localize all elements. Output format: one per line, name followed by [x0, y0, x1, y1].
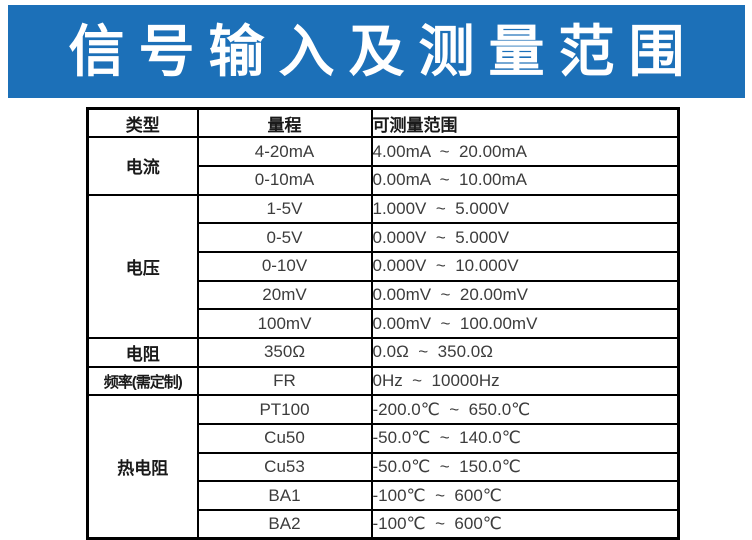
table-row: 100mV 0.00mV ~ 100.00mV	[88, 308, 680, 339]
column-header-type: 类型	[86, 107, 199, 139]
range-cell: FR	[196, 365, 373, 397]
range-cell: BA2	[196, 509, 373, 540]
table-row: 0-10V 0.000V ~ 10.000V	[88, 250, 680, 282]
range-cell: 1-5V	[196, 193, 373, 225]
table-row: Cu53 -50.0℃ ~ 150.0℃	[88, 451, 680, 483]
type-cell-current: 电流	[86, 136, 199, 196]
measure-cell: -200.0℃ ~ 650.0℃	[370, 394, 680, 426]
column-header-range: 量程	[196, 107, 373, 139]
header-row: 类型 量程 可测量范围	[86, 107, 680, 139]
type-cell-rtd: 热电阻	[86, 394, 199, 540]
range-cell: Cu53	[196, 451, 373, 483]
page-title: 信号输入及测量范围	[68, 19, 699, 83]
measure-cell: 1.000V ~ 5.000V	[370, 193, 680, 225]
range-cell: 20mV	[196, 279, 373, 311]
range-cell: 350Ω	[196, 337, 373, 368]
table-row: 热电阻 PT100 -200.0℃ ~ 650.0℃	[86, 394, 680, 540]
measure-cell: 0.00mV ~ 100.00mV	[370, 308, 680, 339]
column-header-measurable: 可测量范围	[370, 107, 680, 139]
measure-cell: -100℃ ~ 600℃	[370, 480, 680, 512]
table-row: 电流 4-20mA 4.00mA ~ 20.00mA	[86, 136, 680, 196]
table-row: 0-5V 0.000V ~ 5.000V	[88, 222, 680, 253]
type-cell-frequency: 频率(需定制)	[86, 365, 199, 397]
measure-cell: 0.00mV ~ 20.00mV	[370, 279, 680, 311]
range-cell: 0-10V	[196, 250, 373, 282]
range-cell: 0-10mA	[196, 164, 373, 196]
measure-cell: 4.00mA ~ 20.00mA	[370, 136, 680, 167]
type-cell-voltage: 电压	[86, 193, 199, 340]
table-row: 0-10mA 0.00mA ~ 10.00mA	[88, 164, 680, 196]
measure-cell: -50.0℃ ~ 150.0℃	[370, 451, 680, 483]
range-cell: 100mV	[196, 308, 373, 339]
table-row: BA2 -100℃ ~ 600℃	[88, 509, 680, 540]
measure-cell: 0.0Ω ~ 350.0Ω	[370, 337, 680, 368]
table-row: 电压 1-5V 1.000V ~ 5.000V	[86, 193, 680, 340]
measure-cell: 0.000V ~ 10.000V	[370, 250, 680, 282]
range-cell: BA1	[196, 480, 373, 512]
signal-range-table: 类型 量程 可测量范围 电流 4-20mA 4.00mA ~ 20.00mA 0…	[86, 107, 680, 540]
measure-cell: -50.0℃ ~ 140.0℃	[370, 423, 680, 454]
type-cell-resistance: 电阻	[86, 337, 199, 368]
table-row: 频率(需定制) FR 0Hz ~ 10000Hz	[86, 365, 680, 397]
table-row: BA1 -100℃ ~ 600℃	[88, 480, 680, 512]
title-banner: 信号输入及测量范围	[8, 5, 745, 98]
measure-cell: -100℃ ~ 600℃	[370, 509, 680, 540]
table-row: 20mV 0.00mV ~ 20.00mV	[88, 279, 680, 311]
range-cell: PT100	[196, 394, 373, 426]
measure-cell: 0.000V ~ 5.000V	[370, 222, 680, 253]
measure-cell: 0.00mA ~ 10.00mA	[370, 164, 680, 196]
measure-cell: 0Hz ~ 10000Hz	[370, 365, 680, 397]
table-row: Cu50 -50.0℃ ~ 140.0℃	[88, 423, 680, 454]
range-cell: 4-20mA	[196, 136, 373, 167]
table-row: 电阻 350Ω 0.0Ω ~ 350.0Ω	[86, 337, 680, 368]
range-cell: 0-5V	[196, 222, 373, 253]
range-cell: Cu50	[196, 423, 373, 454]
